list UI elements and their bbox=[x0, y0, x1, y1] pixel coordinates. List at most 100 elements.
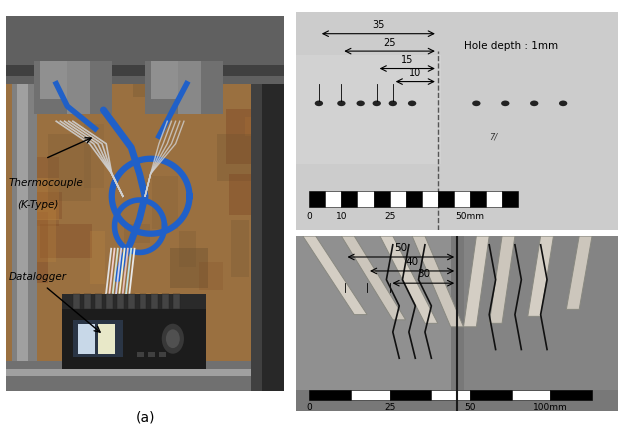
Bar bbox=[178, 62, 200, 114]
Polygon shape bbox=[412, 237, 464, 327]
Bar bbox=[137, 352, 144, 358]
Text: Datalogger: Datalogger bbox=[9, 271, 67, 281]
Bar bbox=[310, 192, 325, 207]
Bar bbox=[162, 294, 168, 309]
Text: 7/: 7/ bbox=[489, 132, 497, 141]
Text: 50mm: 50mm bbox=[456, 211, 484, 220]
Bar bbox=[438, 192, 454, 207]
Bar bbox=[179, 231, 196, 267]
Polygon shape bbox=[380, 237, 438, 323]
Text: 10: 10 bbox=[336, 211, 347, 220]
Bar bbox=[231, 220, 249, 277]
Bar bbox=[106, 294, 113, 309]
Polygon shape bbox=[528, 237, 553, 316]
Bar bbox=[341, 192, 358, 207]
Bar bbox=[229, 174, 284, 215]
Circle shape bbox=[408, 101, 416, 107]
Bar bbox=[110, 0, 155, 36]
Bar bbox=[152, 177, 178, 230]
Text: 50: 50 bbox=[464, 402, 475, 411]
Bar bbox=[73, 294, 80, 309]
Circle shape bbox=[389, 101, 397, 107]
Circle shape bbox=[373, 101, 381, 107]
Circle shape bbox=[559, 101, 567, 107]
Circle shape bbox=[530, 101, 539, 107]
Bar bbox=[273, 26, 318, 75]
Polygon shape bbox=[464, 237, 489, 327]
Bar bbox=[133, 50, 155, 98]
Bar bbox=[256, 17, 284, 391]
Bar bbox=[79, 324, 95, 354]
Bar bbox=[150, 62, 178, 99]
Text: 25: 25 bbox=[384, 402, 395, 411]
Bar bbox=[512, 390, 550, 400]
Circle shape bbox=[472, 101, 480, 107]
Bar bbox=[6, 361, 284, 391]
Bar bbox=[175, 39, 197, 80]
Text: 100mm: 100mm bbox=[533, 402, 568, 411]
Bar bbox=[470, 390, 512, 400]
Bar bbox=[98, 324, 115, 354]
Bar bbox=[470, 192, 486, 207]
Bar bbox=[147, 10, 172, 52]
Bar bbox=[218, 135, 263, 181]
Bar bbox=[296, 237, 451, 390]
Circle shape bbox=[166, 329, 180, 348]
Bar bbox=[374, 192, 389, 207]
Text: 30: 30 bbox=[417, 268, 430, 278]
Bar bbox=[251, 17, 261, 391]
Bar bbox=[280, 240, 322, 301]
Bar bbox=[124, 224, 150, 243]
Bar bbox=[48, 134, 91, 201]
Text: 0: 0 bbox=[306, 402, 312, 411]
Bar bbox=[17, 17, 29, 391]
Bar bbox=[62, 301, 206, 369]
Bar bbox=[351, 390, 389, 400]
Text: Hole depth : 1mm: Hole depth : 1mm bbox=[464, 40, 558, 50]
Bar bbox=[36, 178, 59, 221]
Text: 40: 40 bbox=[406, 256, 419, 266]
Bar bbox=[173, 294, 180, 309]
Bar bbox=[454, 192, 470, 207]
Text: (b): (b) bbox=[447, 252, 467, 266]
Circle shape bbox=[314, 101, 323, 107]
Text: 10: 10 bbox=[409, 68, 421, 78]
Polygon shape bbox=[567, 237, 592, 310]
Bar bbox=[145, 62, 223, 114]
Bar bbox=[198, 262, 223, 291]
Bar bbox=[129, 294, 135, 309]
Text: 25: 25 bbox=[384, 211, 395, 220]
Bar bbox=[39, 62, 67, 99]
Bar bbox=[140, 294, 147, 309]
Bar bbox=[62, 294, 206, 309]
Bar bbox=[95, 294, 102, 309]
Bar bbox=[34, 193, 62, 219]
Bar bbox=[6, 17, 284, 85]
Bar bbox=[406, 192, 422, 207]
Circle shape bbox=[501, 101, 509, 107]
Bar bbox=[27, 212, 48, 283]
Bar bbox=[550, 390, 592, 400]
Bar bbox=[37, 158, 59, 227]
Text: (c): (c) bbox=[448, 428, 466, 430]
Bar bbox=[310, 390, 351, 400]
Text: (a): (a) bbox=[135, 410, 155, 424]
Bar bbox=[422, 192, 438, 207]
Text: 35: 35 bbox=[372, 20, 384, 30]
Bar bbox=[12, 17, 37, 391]
Circle shape bbox=[162, 324, 184, 354]
Bar bbox=[6, 66, 284, 77]
Text: 0: 0 bbox=[306, 211, 312, 220]
Bar bbox=[170, 249, 208, 289]
Text: 25: 25 bbox=[383, 38, 396, 48]
Polygon shape bbox=[489, 237, 515, 323]
Bar bbox=[150, 294, 158, 309]
Bar bbox=[159, 352, 166, 358]
Polygon shape bbox=[303, 237, 367, 315]
Bar bbox=[73, 320, 123, 358]
Text: 15: 15 bbox=[401, 55, 414, 65]
Bar bbox=[245, 117, 278, 137]
Text: 50: 50 bbox=[394, 242, 407, 252]
Bar bbox=[325, 192, 341, 207]
Bar bbox=[276, 51, 298, 80]
